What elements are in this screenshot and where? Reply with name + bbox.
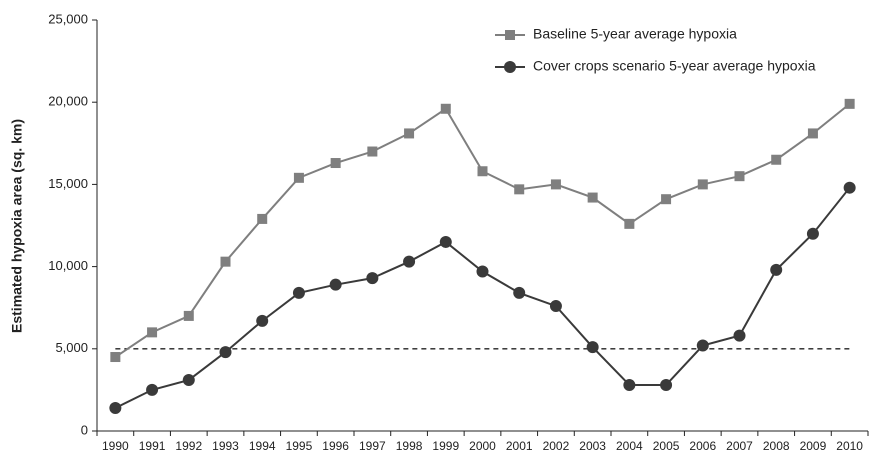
y-tick-label: 15,000	[48, 176, 88, 191]
x-tick-label: 1998	[396, 439, 423, 453]
data-point	[661, 194, 672, 205]
x-tick-label: 2001	[506, 439, 533, 453]
data-point	[403, 255, 416, 268]
series-line	[114, 103, 851, 358]
x-tick-label: 2010	[836, 439, 863, 453]
data-point	[147, 327, 158, 338]
data-point	[292, 286, 305, 299]
data-point	[366, 272, 379, 285]
data-point	[439, 235, 452, 248]
data-point	[182, 374, 195, 387]
data-point	[219, 346, 232, 359]
x-tick-label: 1992	[175, 439, 202, 453]
x-tick-label: 1993	[212, 439, 239, 453]
y-tick-label: 0	[81, 422, 88, 437]
legend-marker	[504, 61, 516, 73]
data-point	[110, 352, 121, 363]
x-tick-label: 1996	[322, 439, 349, 453]
x-tick-label: 1997	[359, 439, 386, 453]
data-point	[220, 256, 231, 267]
data-point	[697, 179, 708, 190]
data-point	[696, 339, 709, 352]
y-axis-label: Estimated hypoxia area (sq. km)	[9, 119, 25, 333]
data-point	[146, 383, 159, 396]
legend-label: Cover crops scenario 5-year average hypo…	[533, 58, 816, 74]
data-point	[476, 265, 489, 278]
data-point	[806, 227, 819, 240]
data-point	[587, 192, 598, 203]
data-point	[329, 278, 342, 291]
y-tick-label: 10,000	[48, 258, 88, 273]
data-point	[549, 300, 562, 313]
x-tick-label: 2004	[616, 439, 643, 453]
data-point	[624, 218, 635, 229]
data-point	[404, 128, 415, 139]
x-tick-label: 2000	[469, 439, 496, 453]
data-point	[257, 213, 268, 224]
data-point	[109, 401, 122, 414]
x-tick-label: 2007	[726, 439, 753, 453]
data-point	[623, 378, 636, 391]
data-point	[733, 329, 746, 342]
data-point	[550, 179, 561, 190]
y-tick-label: 25,000	[48, 11, 88, 26]
data-point	[367, 146, 378, 157]
data-point	[183, 310, 194, 321]
x-tick-label: 2002	[543, 439, 570, 453]
data-point	[293, 172, 304, 183]
x-tick-label: 1994	[249, 439, 276, 453]
data-point	[586, 341, 599, 354]
legend-label: Baseline 5-year average hypoxia	[533, 26, 737, 42]
data-point	[514, 184, 525, 195]
data-point	[770, 263, 783, 276]
x-tick-label: 1991	[139, 439, 166, 453]
x-tick-label: 2005	[653, 439, 680, 453]
series-line	[114, 187, 851, 409]
data-point	[330, 158, 341, 169]
data-point	[844, 98, 855, 109]
data-point	[256, 314, 269, 327]
data-point	[660, 378, 673, 391]
y-tick-label: 20,000	[48, 94, 88, 109]
x-tick-label: 2008	[763, 439, 790, 453]
data-point	[843, 181, 856, 194]
data-point	[440, 103, 451, 114]
x-tick-label: 2003	[579, 439, 606, 453]
legend-marker	[505, 30, 515, 40]
data-point	[513, 286, 526, 299]
x-tick-label: 1990	[102, 439, 129, 453]
data-point	[477, 166, 488, 177]
x-tick-label: 2009	[800, 439, 827, 453]
data-point	[734, 171, 745, 182]
y-tick-label: 5,000	[55, 340, 88, 355]
x-tick-label: 1999	[432, 439, 459, 453]
data-point	[807, 128, 818, 139]
x-tick-label: 2006	[689, 439, 716, 453]
data-point	[771, 154, 782, 165]
x-tick-label: 1995	[286, 439, 313, 453]
